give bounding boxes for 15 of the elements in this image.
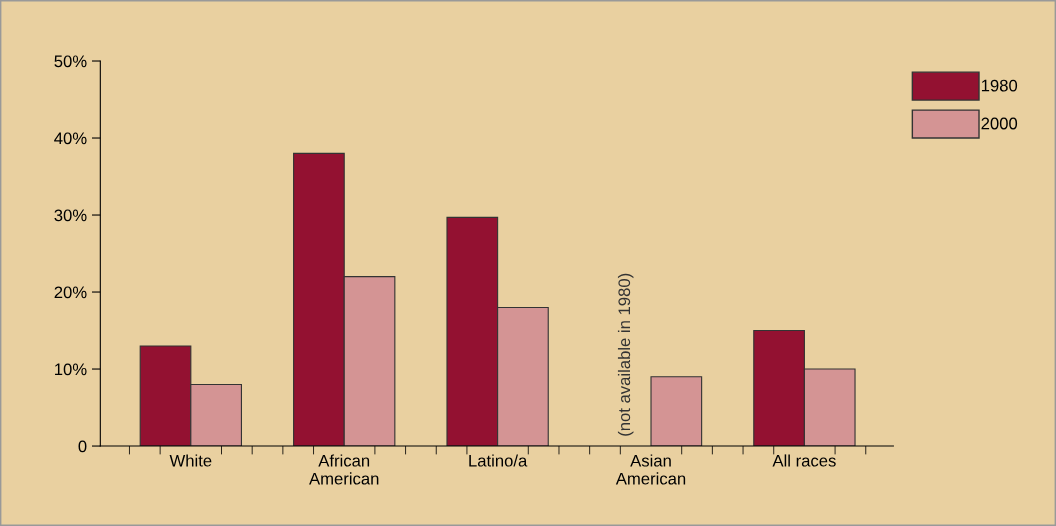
x-tick-label: Latino/a [469,454,528,467]
y-tick-label: 0 [78,440,87,453]
x-tick-label: African American [309,454,379,485]
bar [650,376,703,447]
y-tick-label: 20% [54,286,87,299]
x-tick-label: Asian American [615,454,686,485]
x-tick-label: White [169,454,212,467]
x-tick-label: All races [772,454,836,467]
y-tick-label: 40% [54,132,87,145]
legend-label: 1980 [981,79,1018,92]
legend-label: 2000 [981,117,1018,130]
y-tick-label: 30% [54,209,87,222]
annotation: (not available in 1980) [617,273,634,436]
y-tick-label: 10% [55,363,87,376]
y-tick-label: 50% [54,55,87,68]
